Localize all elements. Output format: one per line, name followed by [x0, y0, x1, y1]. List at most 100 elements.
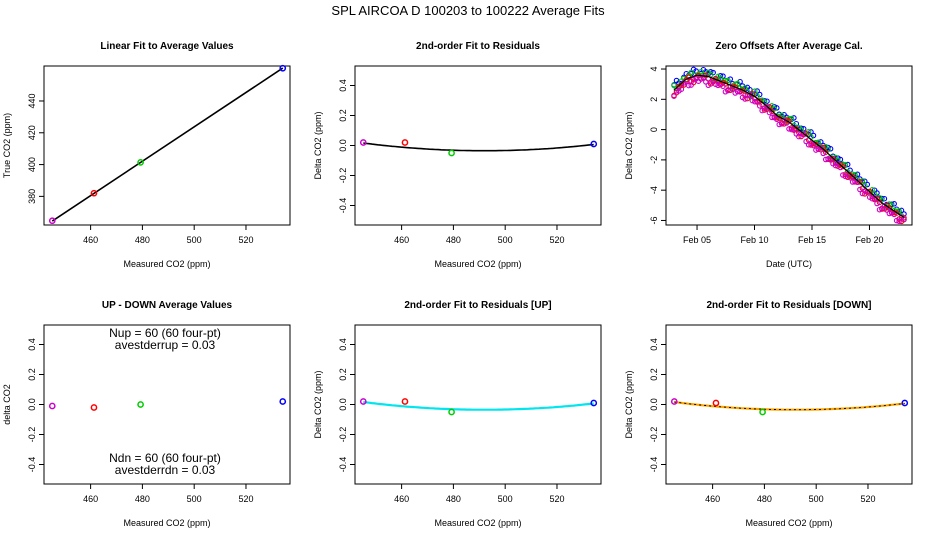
- data-point: [729, 86, 736, 93]
- data-point: [690, 76, 697, 83]
- y-axis-label: Delta CO2 (ppm): [624, 111, 634, 179]
- data-point: [825, 156, 831, 162]
- y-tick-label: 0.4: [27, 338, 37, 351]
- x-axis-label: Measured CO2 (ppm): [123, 259, 210, 269]
- y-tick-label: 0: [649, 127, 659, 132]
- data-point: [764, 98, 770, 104]
- data-point: [734, 80, 741, 87]
- y-tick-label: 0.4: [649, 338, 659, 351]
- x-tick-label: 500: [187, 235, 202, 245]
- data-point: [279, 398, 287, 405]
- data-point: [764, 104, 770, 110]
- data-point: [90, 404, 98, 411]
- data-point: [857, 179, 863, 185]
- data-point: [752, 98, 758, 105]
- panels: Linear Fit to Average Values Measured CO2…: [2, 41, 913, 528]
- y-tick-label: 0.4: [338, 338, 348, 351]
- y-tick-label: 420: [27, 125, 37, 140]
- chart-zero: Zero Offsets After Average Cal. Date (UTC…: [624, 41, 913, 269]
- chart-resid_down: 2nd-order Fit to Residuals [DOWN] Measure…: [624, 300, 913, 528]
- y-axis-label: Delta CO2 (ppm): [313, 111, 323, 179]
- data-point: [590, 399, 598, 407]
- chart-title: 2nd-order Fit to Residuals: [416, 41, 540, 52]
- annotation: avestderrdn = 0.03: [115, 463, 216, 477]
- y-tick-label: -0.4: [338, 457, 348, 473]
- chart-title: UP - DOWN Average Values: [102, 300, 233, 311]
- data-point: [707, 69, 714, 75]
- chart-title: Linear Fit to Average Values: [100, 41, 234, 52]
- data-point: [590, 140, 598, 148]
- data-point: [734, 88, 741, 95]
- data-point: [769, 114, 775, 121]
- data-point: [448, 149, 455, 157]
- data-point: [857, 186, 863, 193]
- y-tick-label: 0.0: [27, 398, 37, 411]
- data-point: [874, 200, 880, 207]
- x-tick-label: Feb 15: [798, 235, 826, 245]
- data-point: [700, 74, 707, 80]
- data-point: [847, 174, 853, 181]
- data-point: [791, 126, 797, 132]
- data-point: [893, 217, 900, 224]
- data-point: [712, 399, 720, 407]
- y-tick-label: -0.2: [338, 168, 348, 184]
- data-point: [725, 87, 731, 94]
- y-axis-label: Delta CO2 (ppm): [624, 370, 634, 438]
- data-point: [729, 83, 736, 89]
- data-point: [774, 116, 780, 123]
- y-tick-label: -0.2: [338, 427, 348, 443]
- chart-resid: 2nd-order Fit to Residuals Measured CO2 (…: [313, 41, 602, 269]
- data-point: [48, 402, 56, 410]
- y-tick-label: 0.2: [649, 368, 659, 381]
- y-tick-label: 0.2: [338, 368, 348, 381]
- data-point: [901, 215, 907, 221]
- y-tick-label: -0.2: [27, 427, 37, 443]
- y-axis-label: delta CO2: [2, 384, 12, 425]
- y-tick-label: 0.0: [338, 398, 348, 411]
- series-magenta: [671, 74, 907, 225]
- data-point: [742, 96, 748, 102]
- y-tick-label: 0.4: [338, 79, 348, 92]
- x-tick-label: 460: [83, 494, 98, 504]
- data-point: [671, 93, 677, 99]
- x-tick-label: 520: [860, 494, 875, 504]
- x-tick-label: 480: [446, 494, 461, 504]
- x-tick-label: 520: [549, 494, 564, 504]
- data-point: [808, 129, 814, 135]
- data-point: [678, 86, 685, 92]
- x-tick-label: 500: [809, 494, 824, 504]
- x-tick-label: 520: [238, 494, 253, 504]
- data-point: [448, 408, 455, 416]
- data-point: [774, 105, 780, 111]
- data-point: [754, 88, 760, 94]
- data-point: [862, 188, 868, 194]
- data-point: [756, 103, 763, 109]
- x-tick-label: 500: [498, 494, 513, 504]
- x-axis-label: Measured CO2 (ppm): [434, 259, 521, 269]
- fit-curve: [363, 400, 594, 411]
- x-axis-label: Measured CO2 (ppm): [745, 518, 832, 528]
- data-point: [685, 82, 692, 89]
- x-tick-label: 500: [187, 494, 202, 504]
- plot-frame: [665, 65, 913, 226]
- data-point: [48, 217, 56, 225]
- x-tick-label: Feb 20: [855, 235, 883, 245]
- fit-line: [51, 67, 284, 222]
- chart-title: 2nd-order Fit to Residuals [UP]: [404, 300, 551, 311]
- y-tick-label: -2: [649, 156, 659, 164]
- chart-resid_up: 2nd-order Fit to Residuals [UP] Measured …: [313, 300, 602, 528]
- data-point: [279, 64, 287, 72]
- y-tick-label: 2: [649, 97, 659, 102]
- x-axis-label: Date (UTC): [766, 259, 812, 269]
- data-point: [717, 72, 724, 79]
- x-axis-label: Measured CO2 (ppm): [434, 518, 521, 528]
- y-tick-label: 0.2: [27, 368, 37, 381]
- x-tick-label: 480: [135, 235, 150, 245]
- y-tick-label: 4: [649, 67, 659, 72]
- fit-curve-overlay: [674, 401, 905, 411]
- y-axis-label: Delta CO2 (ppm): [313, 370, 323, 438]
- data-point: [725, 77, 731, 84]
- annotation: Nup = 60 (60 four-pt): [109, 326, 221, 340]
- annotation: avestderrup = 0.03: [115, 338, 216, 352]
